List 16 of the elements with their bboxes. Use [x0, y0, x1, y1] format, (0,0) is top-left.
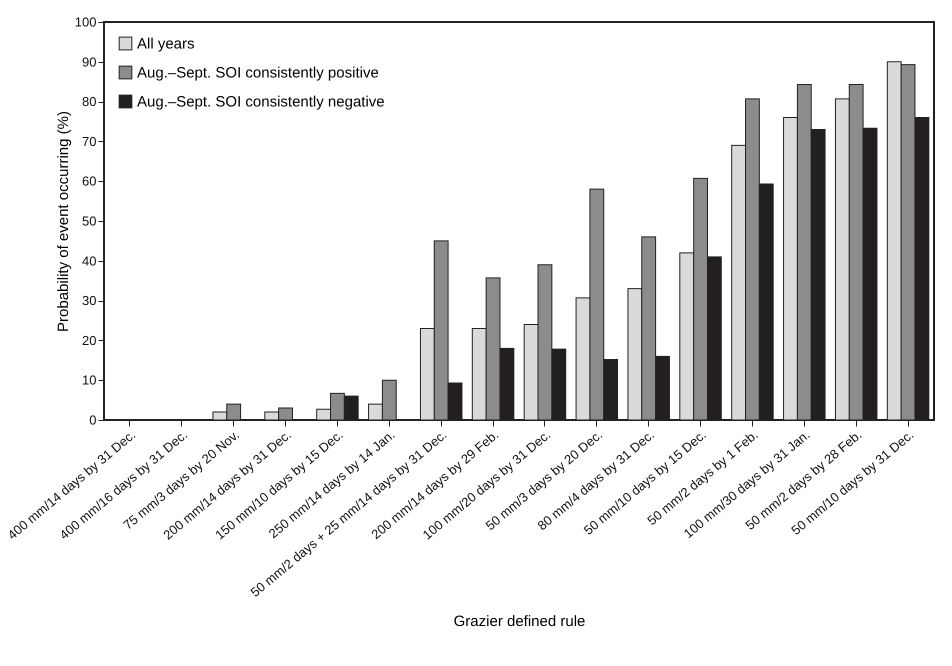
y-tick-label: 0 [89, 412, 96, 428]
y-tick-label: 90 [82, 54, 96, 70]
y-tick-label: 70 [82, 134, 96, 149]
y-tick-label: 40 [82, 253, 96, 268]
legend-label: All years [137, 36, 195, 52]
y-tick-label: 50 [82, 214, 96, 228]
y-tick-label: 60 [82, 174, 96, 189]
legend-label: Aug.–Sept. SOI consistently negative [137, 94, 385, 110]
y-tick-label: 80 [82, 94, 96, 110]
y-tick-label: 20 [82, 332, 96, 348]
y-tick-label: 100 [74, 14, 96, 30]
legend-label: Aug.–Sept. SOI consistently positive [137, 64, 379, 82]
y-axis-title: Probability of event occurring (%) [54, 111, 72, 332]
y-tick-label: 10 [82, 372, 96, 388]
x-axis-title: Grazier defined rule [454, 612, 586, 630]
y-tick-label: 30 [82, 293, 96, 308]
